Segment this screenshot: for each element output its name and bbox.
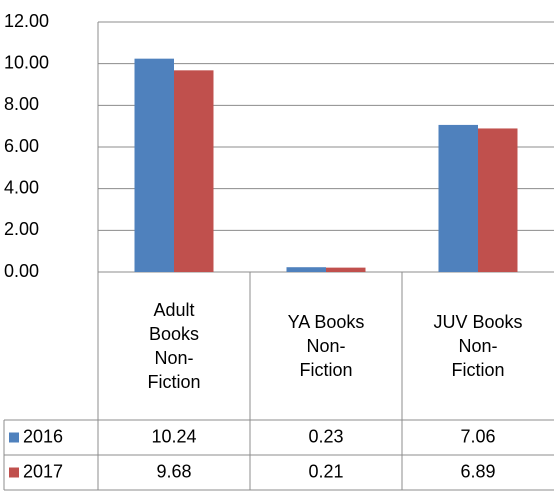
x-tick-label: YA Books Non-Fiction	[287, 312, 365, 380]
legend-label: 2016	[23, 426, 63, 446]
x-tick-label: JUV Books Non-Fiction	[433, 312, 523, 380]
y-tick-label: 2.00	[4, 219, 39, 239]
table-value: 10.24	[151, 426, 196, 446]
y-tick-label: 6.00	[4, 136, 39, 156]
bar	[134, 58, 174, 272]
x-tick-label: Adult Books Non-Fiction	[147, 300, 201, 392]
y-tick-label: 0.00	[4, 261, 39, 281]
y-tick-label: 8.00	[4, 94, 39, 114]
bar	[174, 70, 214, 272]
y-tick-label: 4.00	[4, 177, 39, 197]
legend-swatch	[9, 432, 19, 443]
y-tick-label: 10.00	[4, 52, 49, 72]
table-value: 9.68	[156, 461, 191, 481]
bar	[478, 128, 518, 272]
table-value: 0.21	[308, 461, 343, 481]
table-value: 6.89	[460, 461, 495, 481]
bar	[438, 124, 478, 273]
legend-swatch	[9, 467, 19, 478]
legend-label: 2017	[23, 461, 63, 481]
table-value: 0.23	[308, 426, 343, 446]
bar	[286, 267, 326, 272]
y-tick-label: 12.00	[4, 11, 49, 31]
table-value: 7.06	[460, 426, 495, 446]
bar	[326, 267, 366, 272]
